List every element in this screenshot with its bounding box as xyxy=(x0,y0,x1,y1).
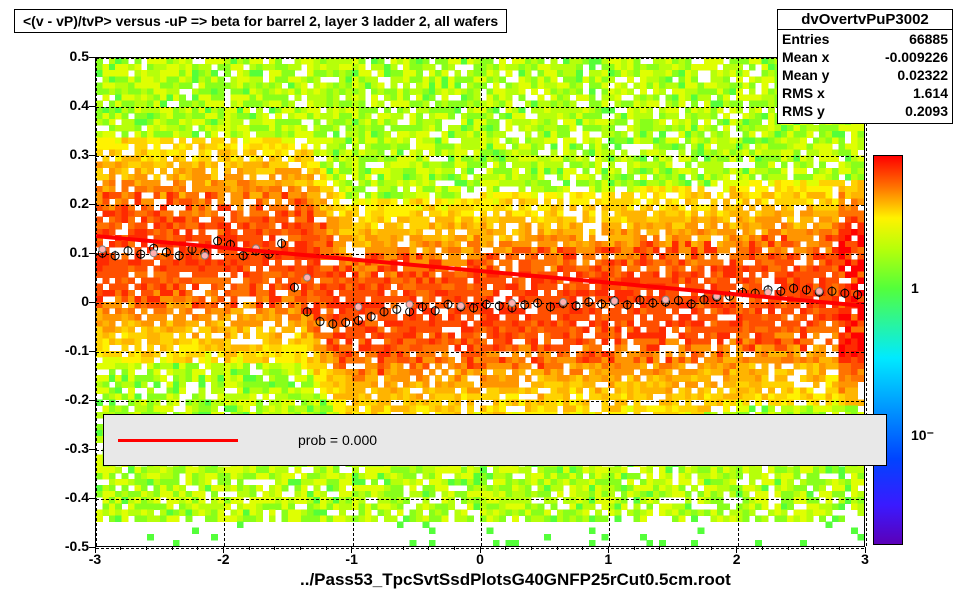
stats-row-meany: Mean y 0.02322 xyxy=(778,66,952,84)
y-tick-label: 0.5 xyxy=(45,48,89,64)
colorbar xyxy=(873,155,903,545)
y-tick-label: -0.3 xyxy=(45,440,89,456)
plot-area: prob = 0.000 xyxy=(95,57,865,547)
stats-value: 0.2093 xyxy=(905,102,948,120)
y-tick-label: 0.1 xyxy=(45,244,89,260)
stats-value: 66885 xyxy=(909,30,948,48)
y-tick-label: 0.2 xyxy=(45,195,89,211)
x-tick-label: 0 xyxy=(465,551,495,567)
root-canvas: <(v - vP)/tvP> versus -uP => beta for ba… xyxy=(0,0,963,590)
stats-label: RMS x xyxy=(782,84,825,102)
stats-row-entries: Entries 66885 xyxy=(778,30,952,48)
stats-box: dvOvertvPuP3002 Entries 66885 Mean x -0.… xyxy=(777,9,953,124)
x-tick-label: 3 xyxy=(850,551,880,567)
y-tick-label: -0.2 xyxy=(45,391,89,407)
legend-box: prob = 0.000 xyxy=(103,414,887,466)
legend-prob: prob = 0.000 xyxy=(298,432,377,448)
x-tick-label: -1 xyxy=(337,551,367,567)
stats-value: -0.009226 xyxy=(885,48,948,66)
stats-label: Mean x xyxy=(782,48,829,66)
x-tick-label: 2 xyxy=(722,551,752,567)
stats-value: 0.02322 xyxy=(897,66,948,84)
x-tick-label: 1 xyxy=(593,551,623,567)
stats-row-rmsx: RMS x 1.614 xyxy=(778,84,952,102)
y-tick-label: 0 xyxy=(45,293,89,309)
stats-value: 1.614 xyxy=(913,84,948,102)
y-tick-label: -0.4 xyxy=(45,489,89,505)
y-tick-label: -0.1 xyxy=(45,342,89,358)
y-tick-label: -0.5 xyxy=(45,538,89,554)
file-label: ../Pass53_TpcSvtSsdPlotsG40GNFP25rCut0.5… xyxy=(300,570,731,590)
legend-line-sample xyxy=(118,439,238,442)
colorbar-tick-label: 1 xyxy=(911,280,919,296)
y-tick-label: 0.3 xyxy=(45,146,89,162)
y-tick-label: 0.4 xyxy=(45,97,89,113)
stats-row-meanx: Mean x -0.009226 xyxy=(778,48,952,66)
stats-label: Mean y xyxy=(782,66,829,84)
x-tick-label: -2 xyxy=(208,551,238,567)
colorbar-tick-label: 10⁻ xyxy=(911,427,934,444)
stats-row-rmsy: RMS y 0.2093 xyxy=(778,102,952,120)
heatmap-layer xyxy=(96,58,864,546)
plot-title: <(v - vP)/tvP> versus -uP => beta for ba… xyxy=(14,9,507,33)
stats-label: RMS y xyxy=(782,102,825,120)
stats-label: Entries xyxy=(782,30,829,48)
stats-name: dvOvertvPuP3002 xyxy=(778,10,952,30)
